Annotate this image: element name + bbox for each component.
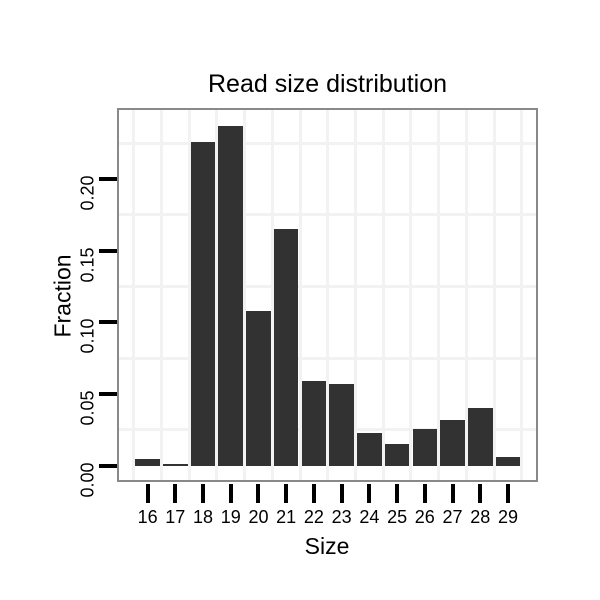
y-axis-tick [99,320,117,325]
x-axis-tick [339,484,344,503]
bar-21 [273,229,299,466]
bar-22 [301,381,327,466]
v-gridline [159,110,163,480]
x-axis-tick [173,484,178,503]
x-tick-label: 25 [387,507,408,527]
v-gridline [298,110,302,480]
y-axis-title: Fraction [49,254,76,338]
x-tick-label: 27 [442,507,463,527]
v-gridline [492,110,496,480]
x-axis-tick [201,484,206,503]
y-axis-tick [99,248,117,253]
bar-24 [357,432,382,466]
bar-16 [135,458,160,466]
x-axis-tick [367,484,372,503]
x-axis-tick [505,484,510,503]
v-gridline [270,110,274,480]
x-axis-tick [422,484,427,503]
x-axis-tick [450,484,455,503]
y-axis-tick [99,176,117,181]
bar-26 [412,428,438,466]
bar-25 [384,444,410,466]
x-tick-label: 21 [276,507,297,527]
x-axis-title: Size [304,533,350,559]
bar-28 [467,408,493,466]
y-tick-label: 0.10 [77,318,98,354]
x-axis-tick [395,484,400,503]
y-tick-label: 0.15 [77,247,98,283]
x-axis-tick [284,484,289,503]
x-tick-label: 19 [220,507,241,527]
bar-27 [440,419,465,466]
v-gridline [409,110,413,480]
x-tick-label: 20 [248,507,269,527]
bar-29 [495,457,521,466]
x-axis-tick [228,484,233,503]
bar-20 [246,310,271,466]
x-tick-label: 29 [497,507,518,527]
v-gridline [215,110,219,480]
y-tick-label: 0.20 [77,175,98,211]
v-gridline [464,110,468,480]
plot-panel [117,108,538,482]
v-gridline [437,110,441,480]
y-tick-label: 0.05 [77,390,98,426]
v-gridline [243,110,247,480]
y-axis-tick [99,463,117,468]
x-axis-tick [478,484,483,503]
x-axis-tick [145,484,150,503]
x-tick-label: 24 [359,507,380,527]
x-tick-label: 28 [470,507,491,527]
bar-18 [190,141,216,466]
v-gridline [132,110,136,480]
x-tick-label: 16 [137,507,158,527]
y-axis-tick [99,392,117,397]
x-axis-tick [256,484,261,503]
x-tick-label: 23 [331,507,352,527]
x-tick-label: 26 [414,507,435,527]
x-tick-label: 18 [193,507,214,527]
bar-17 [163,464,188,466]
x-tick-label: 22 [303,507,324,527]
chart-title: Read size distribution [207,70,447,98]
bar-19 [218,125,244,466]
v-gridline [381,110,385,480]
v-gridline [187,110,191,480]
v-gridline [520,110,524,480]
x-axis-tick [311,484,316,503]
v-gridline [326,110,330,480]
y-tick-label: 0.00 [77,462,98,498]
bar-23 [329,384,354,466]
v-gridline [354,110,357,480]
x-tick-label: 17 [165,507,186,527]
